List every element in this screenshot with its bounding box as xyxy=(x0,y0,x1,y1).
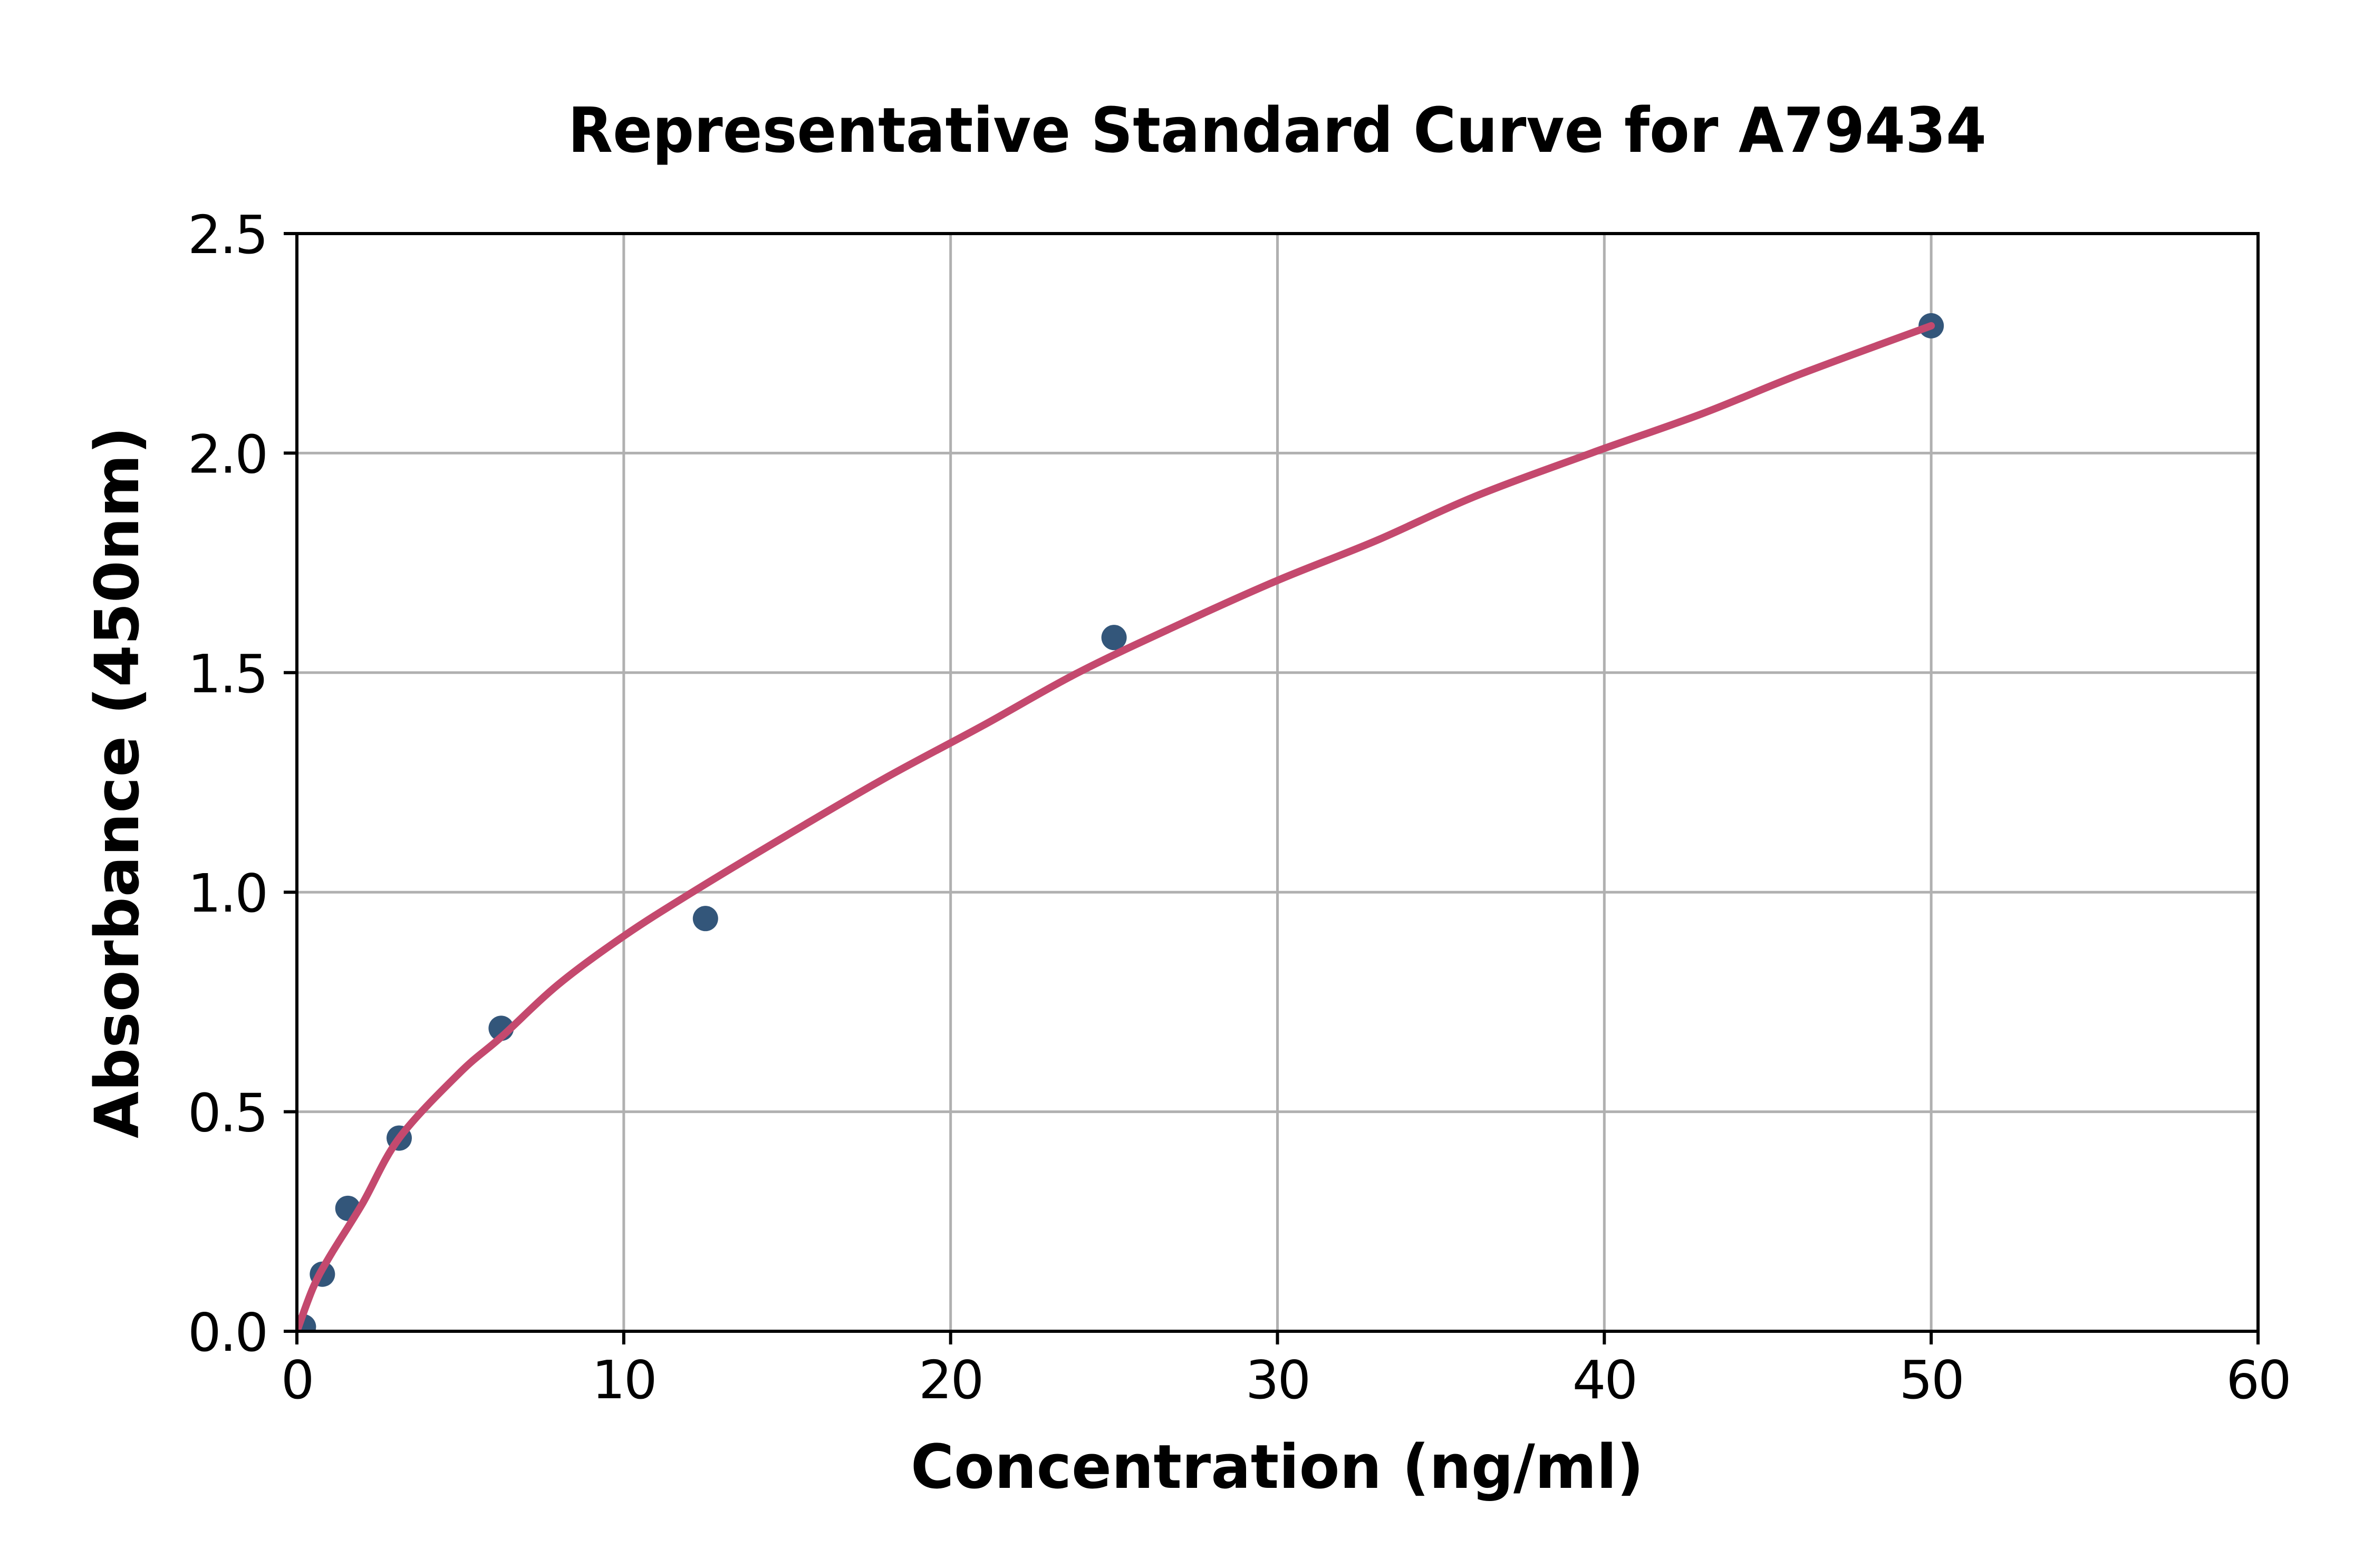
x-tick-label: 0 xyxy=(281,1349,313,1411)
tick-labels: 0 10 20 30 40 50 60 0.0 0.5 1.0 1.5 2.0 2.5 xyxy=(188,204,2292,1411)
x-tick-label: 50 xyxy=(1899,1349,1963,1411)
x-tick-label: 40 xyxy=(1573,1349,1636,1411)
gridlines xyxy=(297,234,2258,1331)
x-tick-label: 60 xyxy=(2226,1349,2290,1411)
y-tick-label: 1.0 xyxy=(188,863,267,924)
data-point xyxy=(692,906,718,932)
x-tick-label: 30 xyxy=(1246,1349,1309,1411)
fit-curve-line xyxy=(297,322,1935,1331)
chart-title: Representative Standard Curve for A79434 xyxy=(568,94,1986,167)
y-axis-label: Absorbance (450nm) xyxy=(82,427,153,1138)
y-tick-label: 1.5 xyxy=(188,643,267,705)
plot-data xyxy=(297,313,1944,1331)
x-axis-label: Concentration (ng/ml) xyxy=(911,1432,1644,1503)
y-tick-label: 2.5 xyxy=(188,204,267,266)
data-point xyxy=(1101,625,1127,651)
y-tick-label: 2.0 xyxy=(188,423,267,485)
x-tick-label: 10 xyxy=(592,1349,655,1411)
tick-marks xyxy=(284,232,2260,1344)
y-tick-label: 0.0 xyxy=(188,1302,267,1363)
x-tick-label: 20 xyxy=(919,1349,982,1411)
y-tick-label: 0.5 xyxy=(188,1082,267,1144)
